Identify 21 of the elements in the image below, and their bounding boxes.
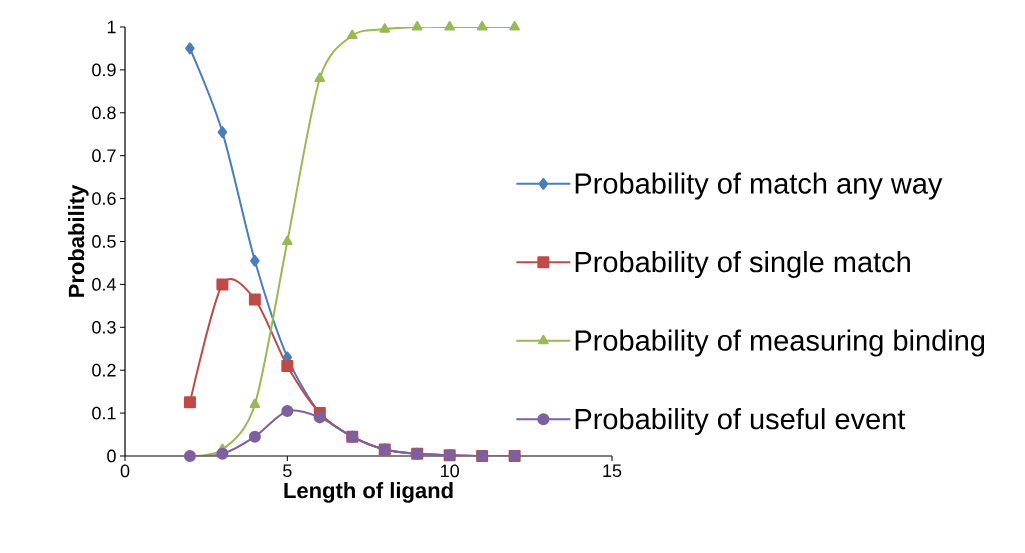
- y-tick-label: 0.4: [92, 278, 116, 291]
- x-tick-label: 15: [603, 464, 622, 478]
- y-tick-label: 0: [107, 449, 116, 463]
- y-tick-label: 0.5: [92, 235, 116, 248]
- legend-label: Probability of match any way: [575, 172, 943, 200]
- y-tick-label: 0.9: [92, 63, 116, 77]
- y-tick-label: 0.7: [92, 149, 116, 163]
- x-axis-title: Length of ligand: [284, 482, 453, 503]
- legend-label: Probability of single match: [575, 251, 910, 279]
- legend-label: Probability of useful event: [575, 408, 906, 436]
- y-tick-label: 1: [107, 20, 116, 34]
- x-tick-label: 5: [283, 464, 292, 478]
- legend-label: Probability of measuring binding: [575, 329, 985, 357]
- y-tick-label: 0.2: [92, 363, 116, 377]
- y-tick-label: 0.6: [92, 192, 116, 205]
- y-tick-label: 0.1: [92, 406, 116, 420]
- x-tick-label: 0: [120, 464, 130, 478]
- y-tick-label: 0.3: [92, 320, 116, 334]
- x-tick-label: 10: [441, 464, 459, 478]
- y-tick-label: 0.8: [92, 106, 116, 120]
- y-axis-title: Probability: [68, 184, 89, 297]
